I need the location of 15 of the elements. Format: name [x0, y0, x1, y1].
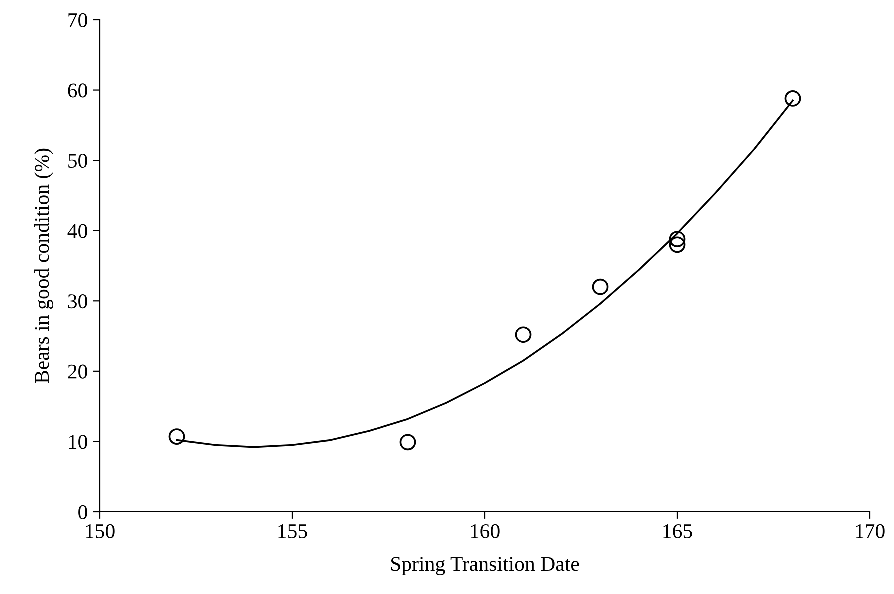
x-tick-label: 155 — [278, 524, 308, 538]
x-axis-title: Spring Transition Date — [391, 557, 580, 576]
x-tick-label: 165 — [664, 524, 692, 538]
y-tick-label: 60 — [68, 84, 88, 98]
y-tick-label: 10 — [69, 435, 88, 450]
y-tick-label: 40 — [68, 224, 88, 238]
y-tick-label: 30 — [68, 294, 88, 309]
y-tick-label: 0 — [78, 505, 88, 520]
x-tick-label: 150 — [86, 524, 115, 538]
y-tick-label: 20 — [68, 364, 88, 379]
y-axis-title: Bears in good condition (%) — [34, 148, 54, 384]
y-tick-label: 50 — [68, 154, 88, 168]
x-tick-label: 160 — [471, 524, 500, 538]
x-tick-label: 170 — [856, 524, 885, 538]
y-tick-label: 70 — [68, 13, 88, 28]
